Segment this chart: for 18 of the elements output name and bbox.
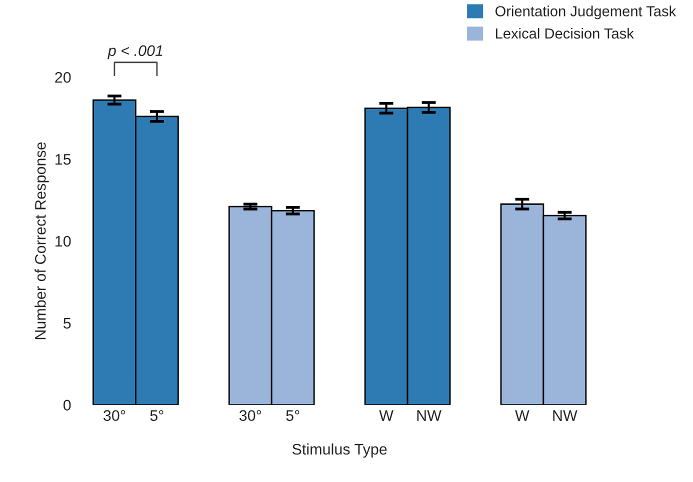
x-tick-label: 30° (239, 410, 262, 421)
y-tick-label: 0 (63, 400, 71, 411)
y-tick-label: 10 (56, 236, 71, 247)
x-tick-label: W (515, 410, 530, 421)
legend-label: Lexical Decision Task (496, 28, 634, 39)
x-tick-label: 30° (103, 410, 126, 421)
legend-label: Orientation Judgement Task (495, 6, 676, 20)
x-tick-label: 5° (286, 410, 300, 421)
x-tick-label: W (379, 410, 394, 421)
x-tick-label: NW (553, 410, 578, 421)
y-tick-label: 20 (55, 72, 71, 83)
x-tick-label: 5° (150, 410, 164, 421)
text: p < .001 (107, 45, 162, 60)
y-axis-title: Number of Correct Response (34, 142, 49, 340)
y-tick-label: 15 (56, 154, 71, 165)
x-axis-title: Stimulus Type (292, 443, 387, 458)
x-tick-label: NW (417, 410, 442, 421)
y-tick-label: 5 (63, 318, 71, 329)
